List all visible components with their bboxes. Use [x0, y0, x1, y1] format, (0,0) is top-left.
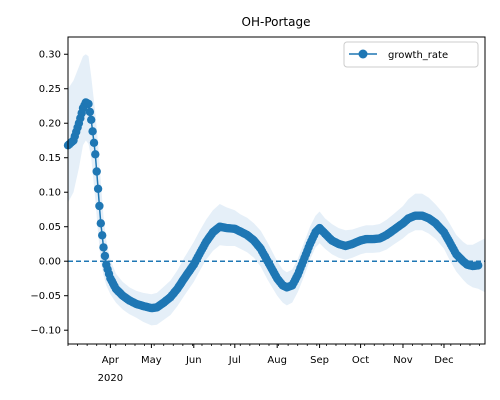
y-tick-label: 0.25: [39, 84, 61, 95]
data-point: [91, 150, 100, 159]
data-point: [92, 167, 101, 176]
legend-marker-sample: [358, 49, 368, 59]
y-tick-label: 0.15: [39, 153, 61, 164]
x-tick-label: Jun: [185, 355, 202, 366]
y-tick-label: 0.10: [39, 188, 61, 199]
y-tick-label: 0.20: [39, 119, 61, 130]
data-point: [98, 231, 107, 240]
data-point: [87, 115, 96, 125]
chart-title: OH-Portage: [242, 15, 311, 29]
x-axis: Apr 2020 May Jun Jul Aug Sep Oct Nov Dec: [67, 344, 480, 384]
plot-frame: [67, 36, 486, 345]
x-tick-label: Apr: [102, 355, 120, 366]
x-tick-label: May: [141, 355, 162, 366]
data-point: [93, 184, 103, 193]
y-tick-label: 0.30: [39, 50, 61, 61]
x-tick-label: Nov: [393, 355, 413, 366]
data-point: [474, 261, 483, 270]
legend-entry-growth-rate: growth_rate: [388, 50, 448, 61]
legend-box: [343, 41, 479, 68]
x-tick-label: Dec: [434, 355, 453, 366]
y-axis: −0.10 −0.05 0.00 0.05 0.10 0.15 0.20 0.25 0.30: [30, 50, 68, 337]
data-point: [95, 201, 104, 211]
data-point: [88, 127, 97, 136]
data-point: [89, 138, 99, 147]
y-tick-label: 0.05: [39, 222, 61, 233]
x-tick-year-label: 2020: [98, 373, 123, 384]
data-point: [100, 251, 110, 261]
confidence-band: [68, 54, 485, 326]
x-tick-label: Jul: [228, 355, 241, 366]
legend: growth_rate: [343, 41, 479, 68]
x-tick-label: Aug: [267, 355, 287, 366]
data-point: [96, 219, 106, 228]
data-point: [84, 99, 93, 109]
confidence-band-layer: [68, 54, 485, 326]
x-tick-label: Sep: [310, 355, 329, 366]
series-markers-layer: [63, 98, 483, 313]
y-tick-label: −0.05: [30, 291, 61, 302]
x-tick-label: Oct: [352, 355, 369, 366]
data-point: [85, 107, 95, 117]
y-tick-label: −0.10: [30, 326, 61, 337]
y-tick-label: 0.00: [39, 257, 61, 268]
data-point: [99, 243, 108, 252]
